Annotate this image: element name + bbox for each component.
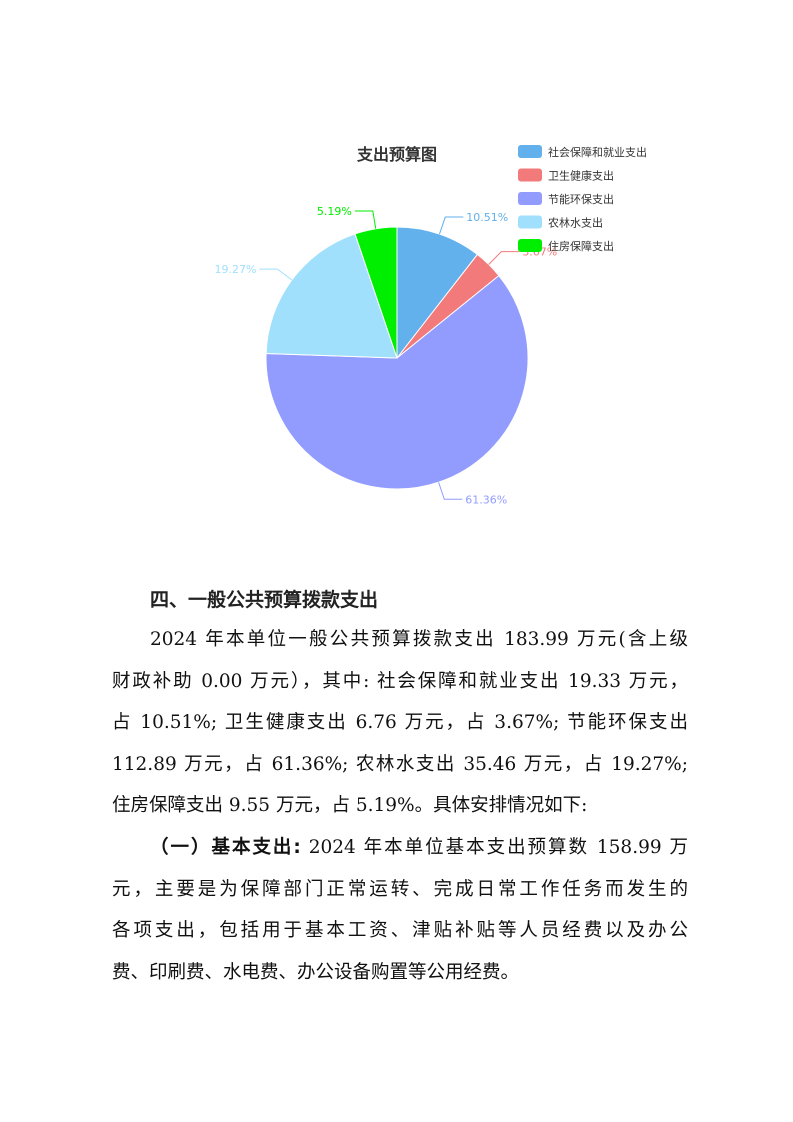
text-line: 住房保障支出 9.55 万元，占 5.19%。具体安排情况如下: <box>112 785 688 827</box>
text-line: 各项支出，包括用于基本工资、津贴补贴等人员经费以及办公 <box>112 910 688 952</box>
slice-label: 61.36% <box>465 493 507 506</box>
text-span: 各项支出，包括用于基本工资、津贴补贴等人员经费以及办公 <box>112 920 688 942</box>
legend-label[interactable]: 节能环保支出 <box>548 192 614 206</box>
paragraph-2: （一）基本支出: 2024 年本单位基本支出预算数 158.99 万元，主要是为… <box>112 827 688 993</box>
text-span: 2024 年本单位一般公共预算拨款支出 183.99 万元(含上级 <box>150 629 688 650</box>
label-leader-line <box>438 482 463 500</box>
legend-label[interactable]: 社会保障和就业支出 <box>548 145 647 159</box>
text-span: 2024 年本单位基本支出预算数 158.99 万 <box>300 837 688 858</box>
paragraph-1: 2024 年本单位一般公共预算拨款支出 183.99 万元(含上级财政补助 0.… <box>112 619 688 827</box>
slice-label: 5.19% <box>317 205 352 218</box>
legend-swatch[interactable] <box>518 239 542 252</box>
text-span: 112.89 万元，占 61.36%; 农林水支出 35.46 万元，占 19.… <box>112 753 688 775</box>
subsection-label: （一）基本支出: <box>150 837 301 858</box>
legend-swatch[interactable] <box>518 215 542 229</box>
legend-label[interactable]: 住房保障支出 <box>548 239 614 253</box>
slice-label: 10.51% <box>466 211 508 224</box>
slice-label: 19.27% <box>214 263 256 276</box>
label-leader-line <box>488 251 520 265</box>
label-leader-line <box>354 210 377 229</box>
text-span: 元，主要是为保障部门正常运转、完成日常工作任务而发生的 <box>112 878 688 900</box>
text-line: 占 10.51%; 卫生健康支出 6.76 万元，占 3.67%; 节能环保支出 <box>112 702 688 744</box>
text-line: 元，主要是为保障部门正常运转、完成日常工作任务而发生的 <box>112 869 688 911</box>
legend-label[interactable]: 卫生健康支出 <box>548 169 614 183</box>
section-heading: 四、一般公共预算拨款支出 <box>150 589 379 611</box>
label-leader-line <box>259 268 293 281</box>
legend-swatch[interactable] <box>518 168 542 182</box>
legend-label[interactable]: 农林水支出 <box>548 216 603 230</box>
text-line: （一）基本支出: 2024 年本单位基本支出预算数 158.99 万 <box>112 827 688 869</box>
text-line: 112.89 万元，占 61.36%; 农林水支出 35.46 万元，占 19.… <box>112 744 688 786</box>
text-line: 财政补助 0.00 万元），其中: 社会保障和就业支出 19.33 万元， <box>112 661 688 703</box>
pie-slice <box>265 274 529 490</box>
label-leader-line <box>438 216 464 235</box>
pie-slice <box>265 233 398 359</box>
text-span: 费、印刷费、水电费、办公设备购置等公用经费。 <box>112 961 520 983</box>
text-line: 费、印刷费、水电费、办公设备购置等公用经费。 <box>112 952 688 994</box>
chart-title: 支出预算图 <box>356 145 437 164</box>
text-span: 占 10.51%; 卫生健康支出 6.76 万元，占 3.67%; 节能环保支出 <box>112 712 688 734</box>
text-span: 财政补助 0.00 万元），其中: 社会保障和就业支出 19.33 万元， <box>112 670 688 692</box>
legend-swatch[interactable] <box>518 145 542 158</box>
pie-slice <box>354 226 398 359</box>
text-span: 住房保障支出 9.55 万元，占 5.19%。具体安排情况如下: <box>112 795 588 817</box>
text-line: 2024 年本单位一般公共预算拨款支出 183.99 万元(含上级 <box>112 619 688 661</box>
legend-swatch[interactable] <box>518 192 542 205</box>
budget-pie-chart: 支出预算图 10.51%3.67%61.36%19.27%5.19% 社会保障和… <box>214 145 647 506</box>
